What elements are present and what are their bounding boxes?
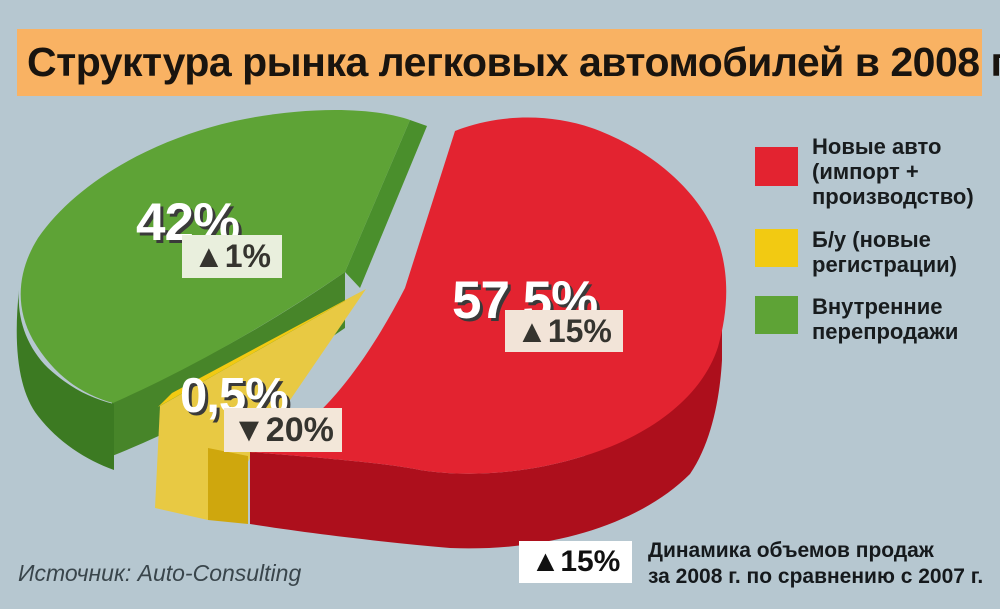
pie-slice-used-top [158, 289, 366, 407]
change-value-used: ▼20% [232, 410, 334, 449]
note-line1: Динамика объемов продаж [648, 539, 934, 562]
note-line2: за 2008 г. по сравнению с 2007 г. [648, 565, 984, 588]
pie-slice-resales-rim [16, 290, 115, 470]
change-plate-used: ▼20% [224, 408, 342, 452]
pie-slice-new-top [250, 117, 727, 474]
source-caption: Источник: Auto-Consulting [18, 560, 302, 586]
legend-swatch-resales [755, 296, 798, 334]
legend-swatch-new [755, 147, 798, 186]
note-badge-value: ▲15% [530, 545, 621, 578]
note-text: Динамика объемов продаж за 2008 г. по ср… [648, 538, 983, 590]
legend-swatch-used [755, 229, 798, 267]
pie-slice-resales-edge-facet [345, 120, 427, 288]
note-badge: ▲15% [519, 541, 632, 583]
change-value-new: ▲15% [516, 312, 612, 349]
pie-slice-used-left-face [155, 289, 366, 520]
change-value-resales: ▲1% [193, 238, 271, 274]
pie-slice-new-rim [250, 310, 722, 549]
legend-label-resales: Внутренние перепродажи [812, 294, 959, 344]
legend-label-new: Новые авто (импорт + производство) [812, 134, 974, 209]
pie-slice-used-front-face [208, 448, 248, 524]
change-plate-resales: ▲1% [182, 235, 282, 278]
change-plate-new: ▲15% [505, 310, 623, 352]
page-title: Структура рынка легковых автомобилей в 2… [27, 39, 1000, 85]
title-bar: Структура рынка легковых автомобилей в 2… [17, 29, 1000, 96]
legend-label-used: Б/у (новые регистрации) [812, 227, 957, 277]
